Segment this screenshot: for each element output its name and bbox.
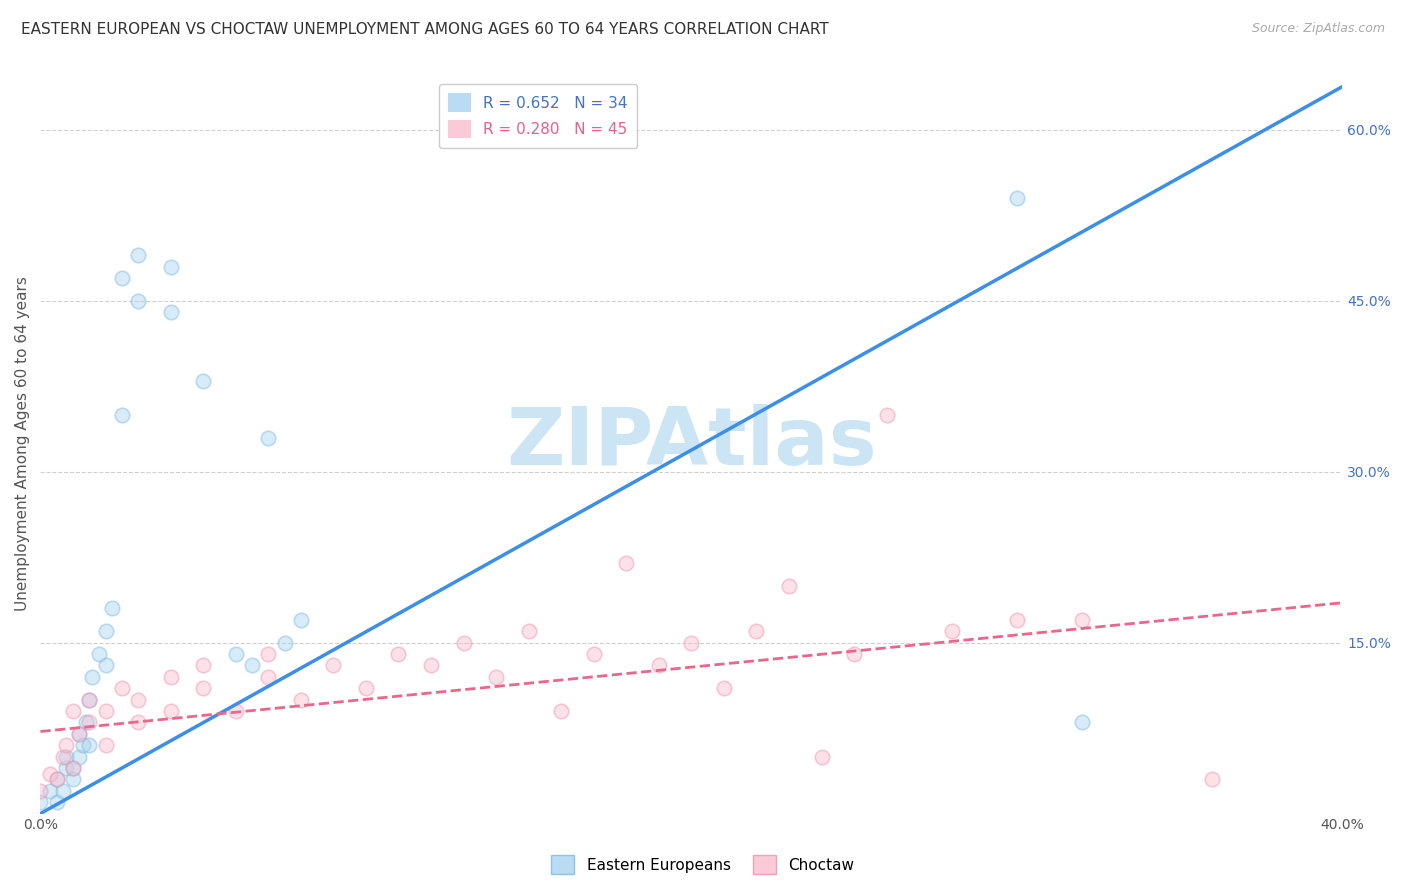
Point bbox=[111, 408, 134, 422]
Point bbox=[55, 749, 77, 764]
Point bbox=[45, 772, 67, 787]
Point bbox=[77, 715, 100, 730]
Point bbox=[62, 761, 84, 775]
Point bbox=[111, 271, 134, 285]
Point bbox=[52, 749, 75, 764]
Point bbox=[72, 738, 94, 752]
Text: ZIPAtlas: ZIPAtlas bbox=[506, 404, 877, 483]
Legend: Eastern Europeans, Choctaw: Eastern Europeans, Choctaw bbox=[546, 849, 860, 880]
Point bbox=[876, 408, 898, 422]
Y-axis label: Unemployment Among Ages 60 to 64 years: Unemployment Among Ages 60 to 64 years bbox=[15, 276, 30, 611]
Point bbox=[62, 761, 84, 775]
Point bbox=[240, 658, 263, 673]
Point bbox=[1070, 715, 1092, 730]
Point bbox=[45, 795, 67, 809]
Point bbox=[713, 681, 735, 696]
Point bbox=[101, 601, 124, 615]
Point bbox=[550, 704, 572, 718]
Point bbox=[1201, 772, 1223, 787]
Point bbox=[257, 647, 280, 661]
Point bbox=[77, 692, 100, 706]
Point bbox=[485, 670, 508, 684]
Point bbox=[127, 715, 149, 730]
Point bbox=[69, 727, 91, 741]
Point bbox=[582, 647, 605, 661]
Point bbox=[322, 658, 344, 673]
Point bbox=[127, 248, 149, 262]
Point bbox=[69, 727, 91, 741]
Point bbox=[745, 624, 768, 639]
Point bbox=[159, 305, 181, 319]
Legend: R = 0.652   N = 34, R = 0.280   N = 45: R = 0.652 N = 34, R = 0.280 N = 45 bbox=[439, 85, 637, 147]
Point bbox=[39, 766, 62, 780]
Point bbox=[94, 658, 117, 673]
Point bbox=[159, 704, 181, 718]
Point bbox=[87, 647, 110, 661]
Point bbox=[69, 749, 91, 764]
Point bbox=[77, 738, 100, 752]
Point bbox=[810, 749, 832, 764]
Point bbox=[1070, 613, 1092, 627]
Point bbox=[52, 783, 75, 797]
Point bbox=[111, 681, 134, 696]
Point bbox=[453, 635, 475, 649]
Point bbox=[354, 681, 377, 696]
Point bbox=[1005, 613, 1028, 627]
Point bbox=[55, 738, 77, 752]
Point bbox=[681, 635, 703, 649]
Point bbox=[648, 658, 671, 673]
Point bbox=[77, 692, 100, 706]
Point bbox=[225, 647, 247, 661]
Point bbox=[62, 772, 84, 787]
Point bbox=[273, 635, 295, 649]
Point bbox=[420, 658, 443, 673]
Point bbox=[191, 374, 214, 388]
Point bbox=[45, 772, 67, 787]
Point bbox=[82, 670, 104, 684]
Point bbox=[75, 715, 97, 730]
Point bbox=[55, 761, 77, 775]
Point bbox=[127, 293, 149, 308]
Point bbox=[842, 647, 865, 661]
Point bbox=[94, 704, 117, 718]
Point bbox=[191, 681, 214, 696]
Point bbox=[39, 783, 62, 797]
Point bbox=[941, 624, 963, 639]
Point bbox=[387, 647, 409, 661]
Text: EASTERN EUROPEAN VS CHOCTAW UNEMPLOYMENT AMONG AGES 60 TO 64 YEARS CORRELATION C: EASTERN EUROPEAN VS CHOCTAW UNEMPLOYMENT… bbox=[21, 22, 830, 37]
Point bbox=[30, 783, 52, 797]
Point bbox=[225, 704, 247, 718]
Point bbox=[127, 692, 149, 706]
Point bbox=[94, 624, 117, 639]
Point bbox=[517, 624, 540, 639]
Point bbox=[290, 692, 312, 706]
Point bbox=[614, 556, 637, 570]
Point bbox=[1005, 191, 1028, 205]
Point bbox=[290, 613, 312, 627]
Point bbox=[257, 431, 280, 445]
Text: Source: ZipAtlas.com: Source: ZipAtlas.com bbox=[1251, 22, 1385, 36]
Point bbox=[94, 738, 117, 752]
Point bbox=[30, 795, 52, 809]
Point bbox=[159, 670, 181, 684]
Point bbox=[257, 670, 280, 684]
Point bbox=[191, 658, 214, 673]
Point bbox=[62, 704, 84, 718]
Point bbox=[778, 579, 800, 593]
Point bbox=[159, 260, 181, 274]
